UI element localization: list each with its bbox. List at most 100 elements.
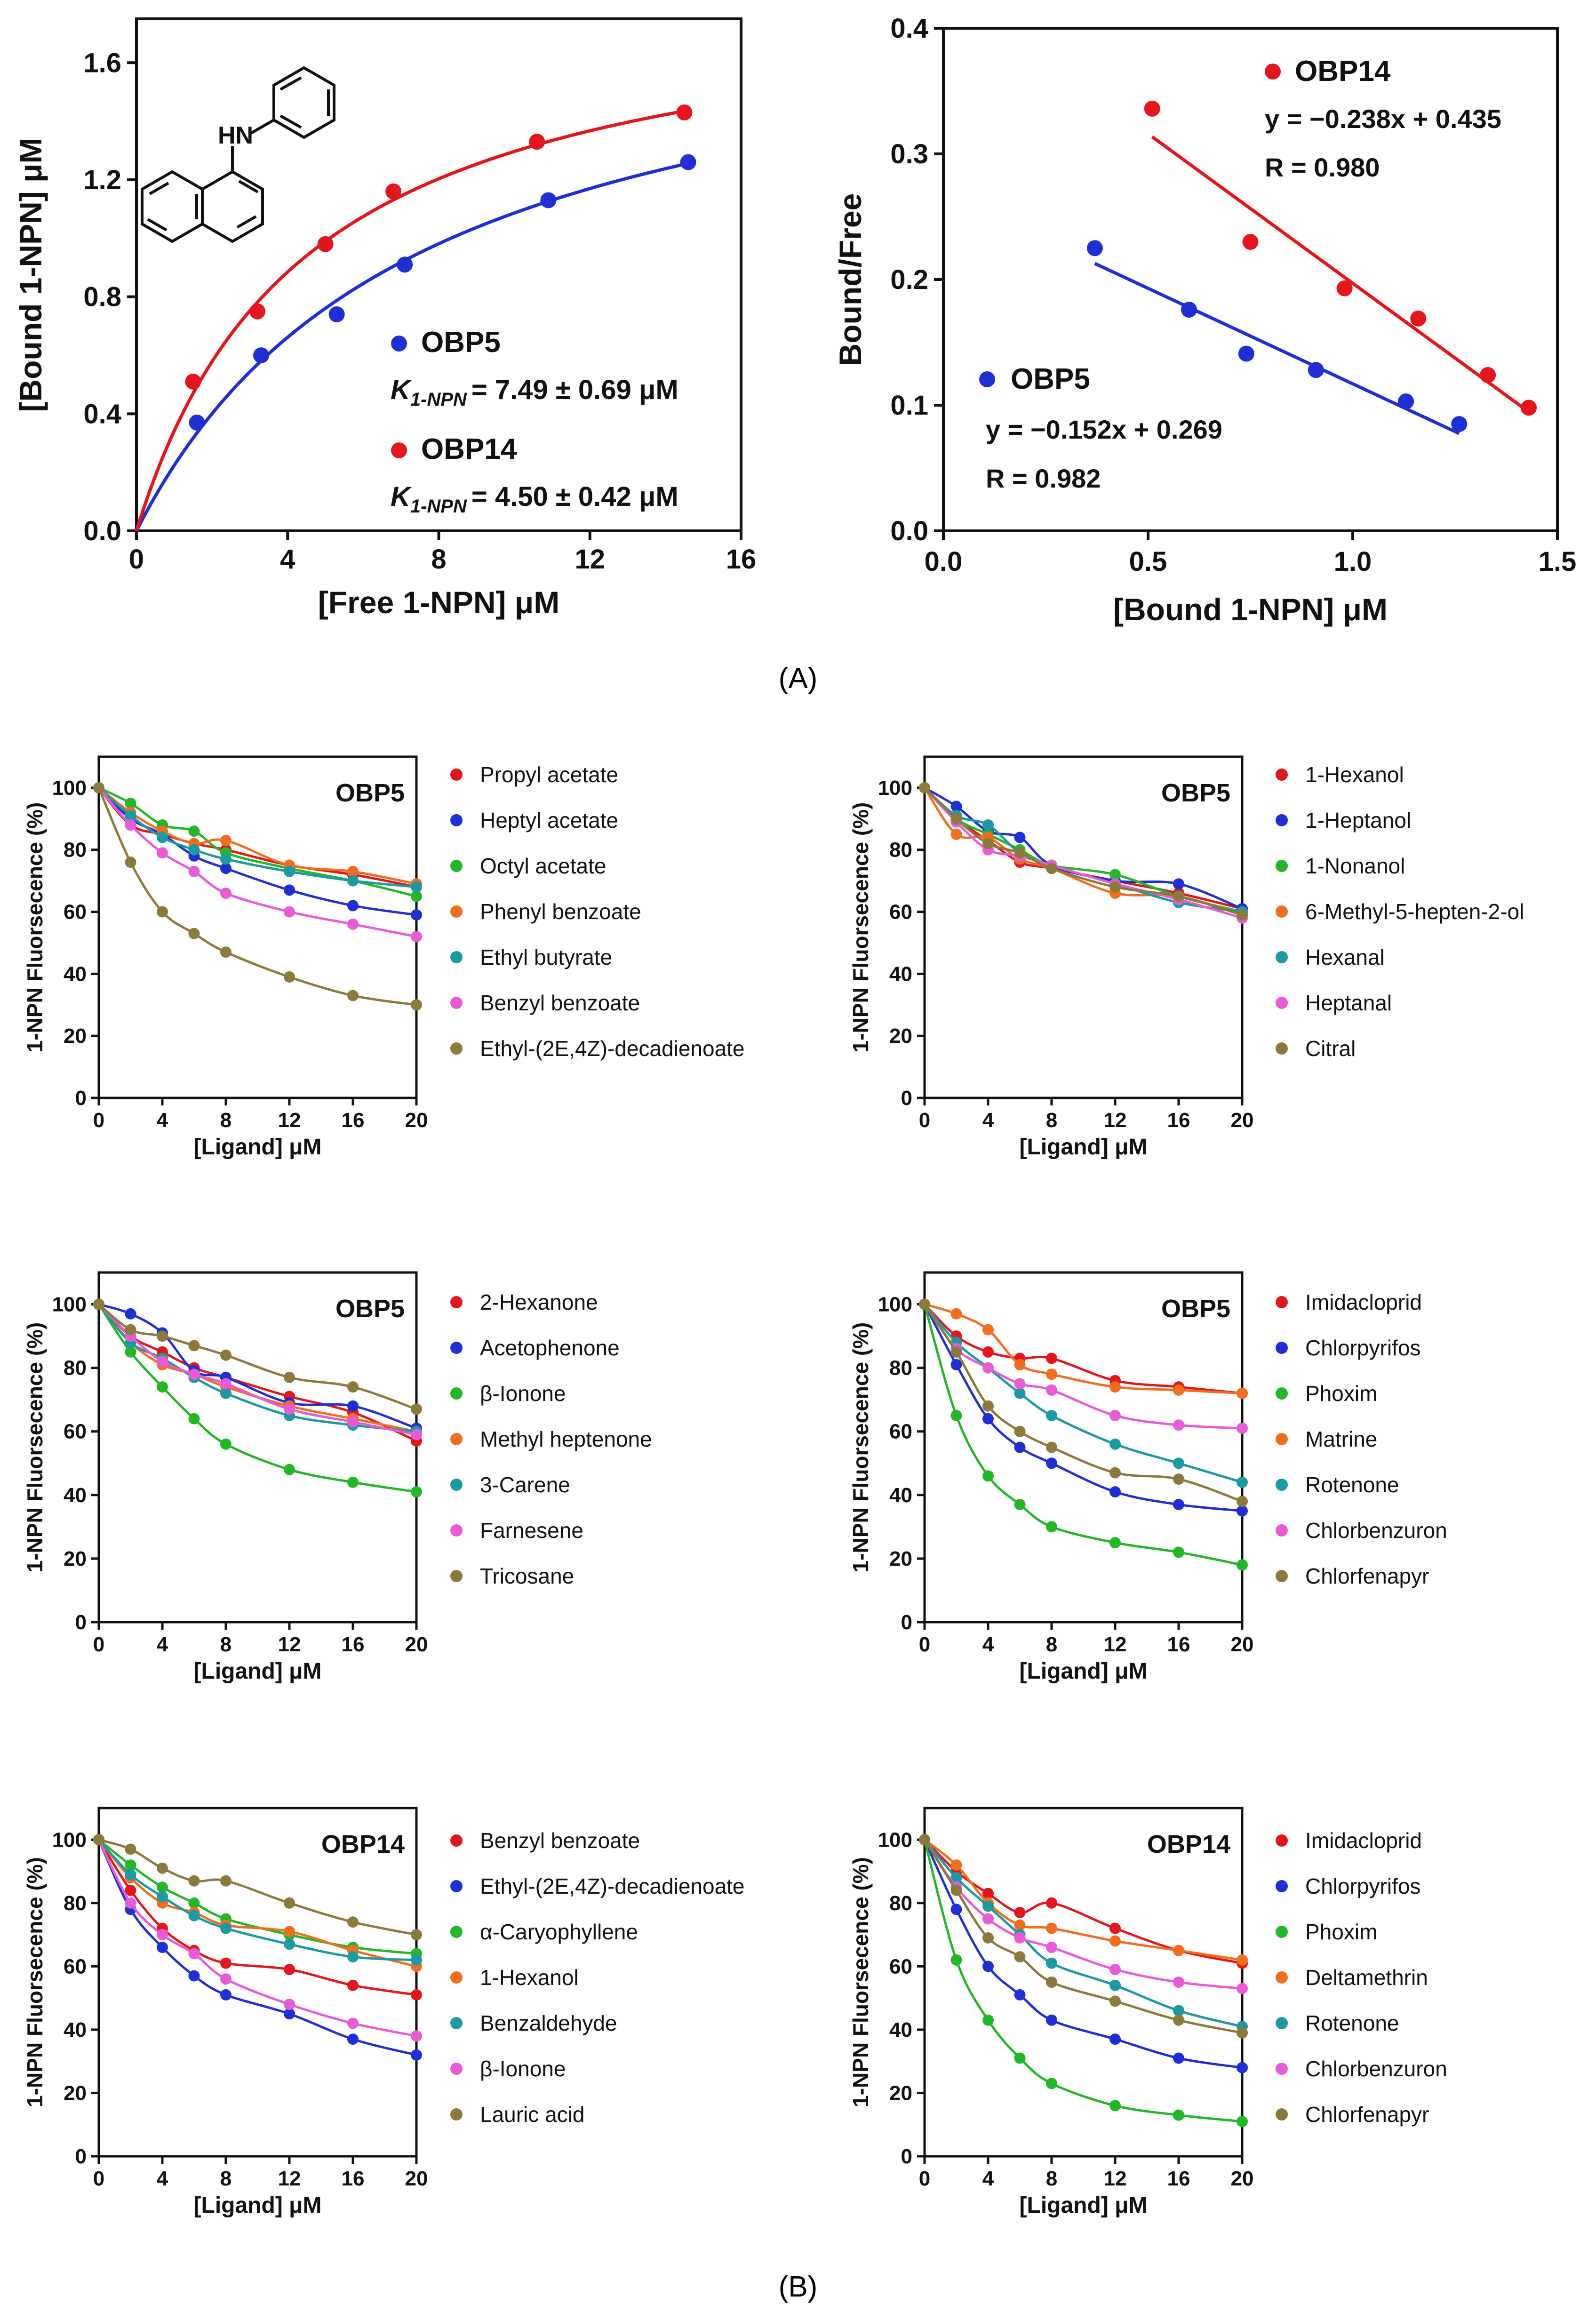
data-point-obp14	[249, 303, 265, 320]
fit-curve	[97, 1839, 417, 1996]
data-point	[157, 1891, 168, 1903]
x-tick-label: 16	[342, 2167, 365, 2190]
data-point	[1014, 1919, 1026, 1931]
chart-b4-obp5-insecticides: 0 4 8 12 16 20 0 20 40 60 80 100 [Ligand] μM 1-NPN Fl…	[848, 1271, 1447, 1684]
data-point	[157, 1381, 168, 1393]
data-point	[125, 1859, 136, 1871]
y-tick-label: 80	[889, 839, 912, 862]
y-axis-label: 1-NPN Fluorsecence (%)	[848, 1857, 873, 2107]
data-point	[284, 884, 295, 896]
data-point-obp5	[397, 256, 413, 273]
data-point	[950, 813, 962, 824]
legend-label: 3-Carene	[480, 1473, 570, 1497]
x-tick-label: 8	[220, 1633, 231, 1656]
chart-a1-saturation: 0 4 8 12 16 0.0 0.4 0.8 1.2 1.6 [Free 1-NPN] μM [Bo…	[13, 17, 756, 620]
data-point	[157, 1330, 168, 1342]
x-tick-label: 0.5	[1129, 546, 1167, 577]
data-point	[188, 928, 200, 939]
legend-label-obp14: OBP14	[1295, 55, 1391, 88]
data-point	[950, 1954, 962, 1966]
legend-marker	[450, 860, 463, 872]
y-tick-label: 40	[889, 2018, 912, 2041]
x-axis-label: [Ligand] μM	[194, 1135, 322, 1160]
y-tick-label: 80	[64, 839, 87, 862]
legend-marker	[450, 768, 463, 781]
x-tick-label: 8	[220, 1109, 231, 1132]
chart-b5-obp14-odorants: 0 4 8 12 16 20 0 20 40 60 80 100 [Ligand] μM 1-NPN Fl…	[23, 1807, 745, 2218]
legend-label: 2-Hexanone	[480, 1290, 598, 1314]
legend-label: Ethyl butyrate	[480, 945, 612, 969]
data-point	[950, 828, 962, 840]
data-point	[982, 2014, 994, 2026]
y-tick-label: 0	[75, 2145, 87, 2168]
x-tick-label: 0	[93, 2167, 104, 2190]
x-tick-label: 4	[982, 1633, 994, 1656]
x-tick-label: 1.0	[1334, 546, 1372, 577]
x-tick-label: 20	[405, 1633, 428, 1656]
data-point	[1109, 1486, 1121, 1498]
data-point-obp14	[385, 183, 402, 200]
x-tick-label: 20	[405, 2167, 428, 2190]
legend-marker	[450, 2017, 463, 2029]
data-point	[411, 931, 422, 943]
data-point	[1109, 869, 1121, 880]
legend-marker	[1276, 1570, 1288, 1582]
chart-title: OBP5	[335, 1295, 405, 1323]
data-point	[1109, 1979, 1121, 1991]
data-point	[188, 844, 200, 856]
chart-title: OBP5	[1161, 779, 1230, 807]
legend-marker	[1276, 1479, 1288, 1491]
data-point	[982, 1932, 994, 1944]
data-point	[1173, 1499, 1184, 1511]
legend-label: α-Caryophyllene	[480, 1920, 638, 1944]
data-point	[93, 1298, 104, 1310]
legend-marker-obp5	[391, 336, 407, 352]
data-point	[188, 825, 200, 837]
data-point	[284, 971, 295, 983]
data-point	[157, 1881, 168, 1893]
legend-label: Benzyl benzoate	[480, 991, 640, 1015]
data-point	[284, 1464, 295, 1475]
data-point	[1237, 1496, 1248, 1507]
data-point	[1046, 1942, 1057, 1953]
y-tick-label: 60	[889, 1420, 912, 1443]
data-point	[1173, 1384, 1184, 1396]
legend-label: Deltamethrin	[1305, 1965, 1428, 1990]
y-tick-label: 60	[889, 1955, 912, 1978]
y-tick-label: 100	[878, 1828, 912, 1851]
x-tick-label: 12	[1104, 2167, 1127, 2190]
x-axis-label: [Ligand] μM	[1020, 1659, 1148, 1684]
y-tick-label: 60	[64, 1955, 87, 1978]
y-tick-label: 0.2	[890, 264, 928, 295]
data-point	[125, 1884, 136, 1896]
x-axis-label: [Bound 1-NPN] μM	[1113, 592, 1388, 627]
legend-label: Chlorbenzuron	[1305, 2057, 1447, 2081]
data-point	[411, 999, 422, 1011]
data-point	[188, 1948, 200, 1960]
y-tick-label: 0.1	[890, 390, 928, 421]
fit-curve	[97, 1839, 417, 2057]
data-point	[1173, 1419, 1184, 1431]
data-point	[347, 875, 359, 887]
x-tick-label: 12	[278, 1109, 301, 1132]
data-point	[982, 1324, 994, 1336]
data-point	[1014, 1359, 1026, 1370]
data-point	[284, 1938, 295, 1950]
panel-label-b: (B)	[779, 2271, 818, 2303]
data-point	[1173, 890, 1184, 902]
data-point	[982, 819, 994, 831]
data-point	[1046, 1384, 1057, 1396]
legend-marker	[1276, 814, 1288, 826]
x-tick-label: 4	[280, 544, 295, 575]
data-point	[411, 1989, 422, 2001]
x-tick-label: 16	[1167, 1109, 1190, 1132]
data-point-obp14	[529, 134, 545, 150]
data-point	[347, 1476, 359, 1488]
data-point	[157, 1929, 168, 1941]
data-point	[284, 1926, 295, 1937]
legend-marker	[1276, 1342, 1288, 1354]
legend-label: Imidacloprid	[1305, 1290, 1422, 1314]
y-axis-label: Bound/Free	[833, 193, 868, 366]
legend-marker	[1276, 2017, 1288, 2029]
legend-marker	[450, 2063, 463, 2075]
